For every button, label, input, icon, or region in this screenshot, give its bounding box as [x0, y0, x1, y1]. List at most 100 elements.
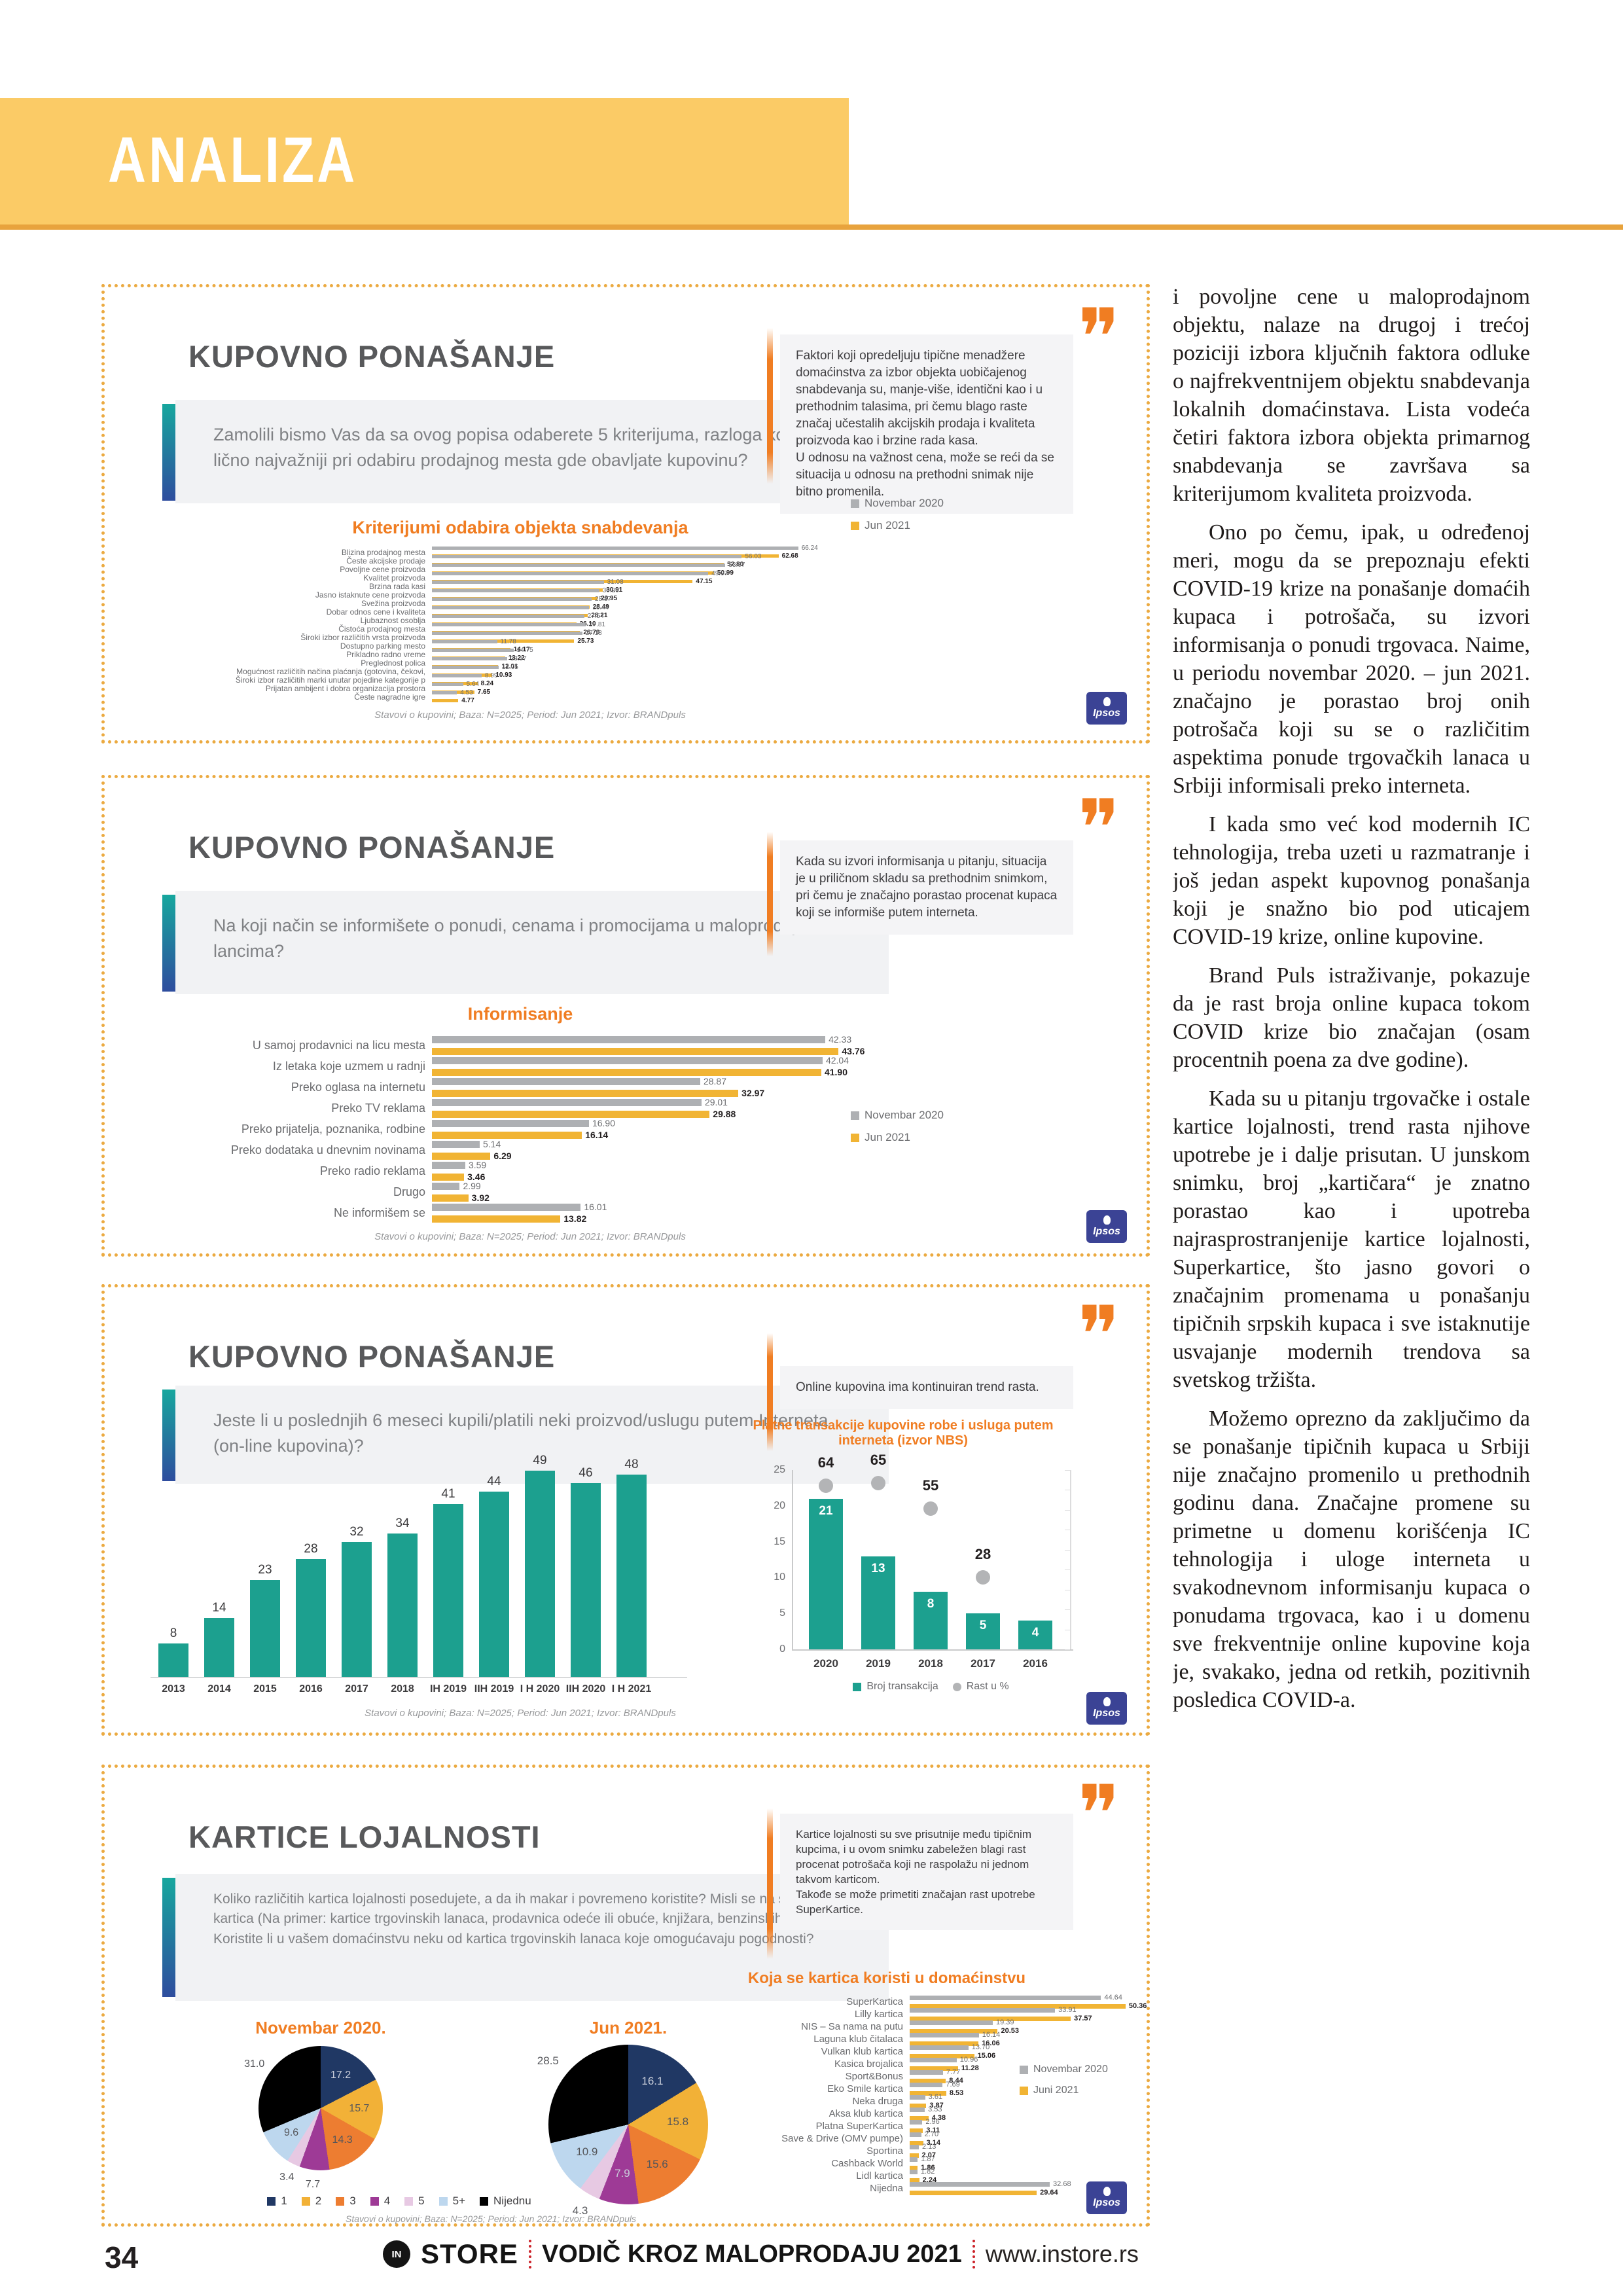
note-box: Faktori koji opredeljuju tipične menadže…	[780, 334, 1073, 514]
value-label: 8.44	[949, 2077, 963, 2085]
y-axis	[792, 1470, 793, 1649]
chart-column: 8	[151, 1451, 196, 1677]
legend-item: 3	[336, 2195, 356, 2208]
legend-label: Jun 2021	[865, 1131, 910, 1143]
value-label: 1.82	[920, 2168, 935, 2176]
category-label: Preko oglasa na internetu	[291, 1080, 425, 1094]
growth-dot	[976, 1570, 990, 1585]
value-label: 20.53	[1001, 2027, 1019, 2035]
dot-value: 65	[870, 1451, 887, 1468]
value-label: 3.87	[929, 2102, 944, 2109]
bar-novembar	[432, 547, 798, 550]
right-axis-tick	[1065, 1649, 1070, 1650]
category-label: Preko prijatelja, poznanika, rodbine	[241, 1122, 425, 1136]
chart-row: Platna SuperKartica 2.96 3.11	[687, 2118, 1145, 2134]
chart-row: Široki izbor različitih marki unutar poj…	[144, 672, 962, 687]
bar-novembar	[910, 2057, 957, 2062]
legend-item: Novembar 2020	[851, 497, 944, 510]
bar-value: 5	[979, 1619, 987, 1633]
bar	[914, 1592, 948, 1649]
chart-column: 48	[609, 1451, 654, 1677]
article-paragraph: Možemo oprezno da zaključimo da se ponaš…	[1173, 1407, 1530, 1712]
bar-novembar	[432, 674, 482, 677]
x-axis-label: 2014	[207, 1683, 231, 1695]
footer-separator	[528, 2240, 531, 2269]
value-label: 13.82	[563, 1213, 587, 1224]
note-accent-bar	[767, 1333, 773, 1451]
value-label: 11.28	[961, 2064, 979, 2072]
value-label: 2.96	[925, 2118, 940, 2126]
ipsos-logo-mark	[1103, 1697, 1111, 1706]
category-label: Sport&Bonus	[845, 2071, 903, 2082]
pie-slice-label: 7.7	[305, 2179, 321, 2191]
value-label: 32.97	[741, 1088, 765, 1098]
value-label: 19.39	[996, 2018, 1014, 2026]
question-accent-bar	[162, 404, 175, 501]
value-label: 5.14	[482, 1139, 501, 1149]
value-label: 16.90	[592, 1118, 616, 1128]
section-title: ANALIZA	[108, 124, 358, 196]
footer-website: www.instore.rs	[985, 2240, 1139, 2267]
chart-source: Stavovi o kupovini; Baza: N=2025; Period…	[346, 2214, 636, 2224]
value-label: 30.26	[602, 587, 619, 594]
bar-novembar	[432, 615, 584, 618]
bar-jun	[432, 1194, 469, 1202]
bar-jun	[910, 2165, 918, 2170]
value-label: 29.95	[601, 595, 618, 602]
value-label: 50.36	[1128, 2002, 1147, 2010]
bar-jun	[432, 1068, 821, 1076]
bar	[158, 1643, 188, 1677]
value-label: 32.68	[1053, 2180, 1071, 2188]
value-label: 34	[395, 1516, 410, 1531]
bar-jun	[432, 1110, 710, 1118]
pie-slice-label: 17.2	[330, 2069, 351, 2081]
legend-item: Jun 2021	[851, 1131, 944, 1144]
bar	[1018, 1621, 1052, 1649]
criteria-bar-chart: Blizina prodajnog mesta 66.24 62.68 Česte a…	[144, 545, 962, 704]
right-axis-tick	[1065, 1549, 1070, 1551]
note-box: Kada su izvori informisanja u pitanju, s…	[780, 840, 1073, 935]
bar-novembar	[910, 2181, 1050, 2187]
value-label: 28.44	[592, 604, 609, 611]
bar-novembar	[910, 2007, 1056, 2013]
category-label: Cashback World	[831, 2158, 903, 2169]
category-label: Kasica brojalica	[834, 2058, 903, 2070]
chart-title: Koja se kartica koristi u domaćinstvu	[747, 1969, 1026, 1987]
category-label: Široki izbor različitih vrsta proizvoda	[300, 632, 425, 642]
value-label: 16.14	[982, 2031, 1001, 2039]
value-label: 28.21	[591, 612, 608, 619]
category-label: Česte akcijske prodaje	[346, 556, 425, 565]
x-axis-label: I H 2020	[520, 1683, 560, 1695]
pie-legend: 1 2 3 4 5 5+ Nijednu	[183, 2195, 615, 2208]
chart-row: Laguna klub čitalaca 16.14 16.06	[687, 2031, 1145, 2047]
bar-novembar	[432, 1119, 589, 1127]
legend-label: 5	[418, 2195, 425, 2207]
bar-novembar	[910, 2082, 943, 2087]
legend-label: Nijednu	[493, 2195, 531, 2207]
bar-novembar	[432, 649, 514, 652]
y-tick-label: 5	[779, 1607, 785, 1619]
bar-jun	[910, 2128, 923, 2133]
value-label: 33.91	[1058, 2006, 1077, 2014]
category-label: Dobar odnos cene i kvaliteta	[326, 607, 425, 617]
category-label: Neka druga	[852, 2096, 903, 2107]
value-label: 53.07	[728, 562, 745, 569]
x-axis-label: 2013	[162, 1683, 185, 1695]
bar-jun	[910, 2078, 946, 2083]
bar-novembar	[910, 2119, 923, 2125]
chart-column: 32	[334, 1451, 380, 1677]
chart-row: Preko dodataka u dnevnim novinama 5.14 6.2…	[144, 1139, 962, 1161]
bar-jun	[432, 1215, 561, 1223]
chart-row: U samoj prodavnici na licu mesta 42.33 43.…	[144, 1034, 962, 1056]
note-text: Online kupovina ima kontinuiran trend ra…	[796, 1380, 1039, 1394]
value-label: 31.08	[607, 579, 624, 586]
chart-row: Prikladno radno vreme 14.75 13.22	[144, 647, 962, 662]
value-label: 3.59	[468, 1160, 487, 1170]
bar	[809, 1498, 843, 1649]
panel-kupovno-ponasanje-3: KUPOVNO PONAŠANJE Jeste li u poslednjih …	[101, 1284, 1150, 1736]
article-paragraph: Kada su u pitanju trgovačke i ostale kar…	[1173, 1086, 1530, 1392]
value-label: 27.54	[587, 613, 604, 620]
value-label: 28.87	[703, 1076, 726, 1086]
question-text: Na koji način se informišete o ponudi, c…	[213, 916, 825, 961]
y-tick-label: 0	[779, 1643, 785, 1655]
